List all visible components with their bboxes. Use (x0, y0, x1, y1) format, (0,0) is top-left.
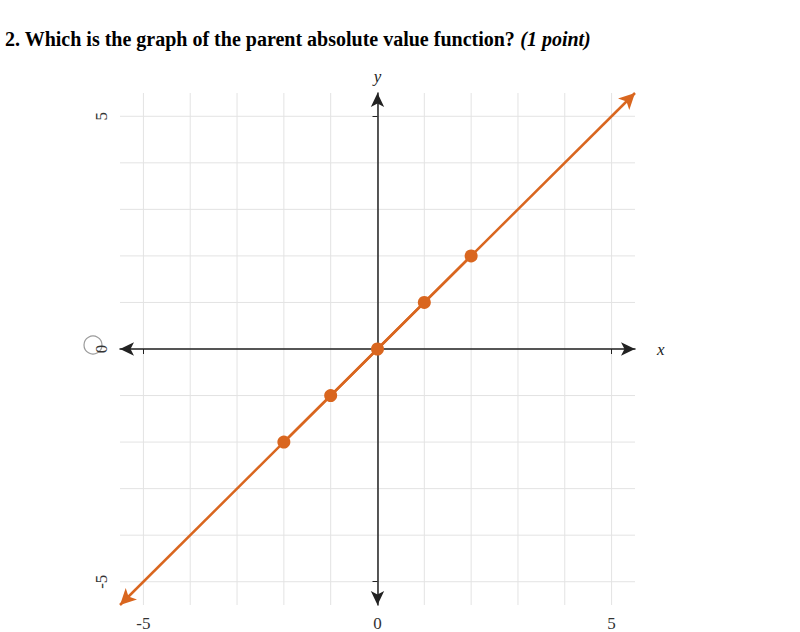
svg-text:-5: -5 (136, 614, 150, 632)
svg-text:0: 0 (373, 614, 382, 632)
svg-text:y: y (372, 67, 382, 86)
svg-text:(1 point): (1 point) (520, 28, 591, 51)
svg-text:-5: -5 (92, 575, 111, 589)
svg-text:5: 5 (92, 112, 111, 121)
svg-text:2. Which is the graph of the p: 2. Which is the graph of the parent abso… (5, 28, 515, 51)
svg-text:x: x (656, 340, 665, 359)
svg-text:5: 5 (607, 614, 616, 632)
svg-text:0: 0 (92, 345, 111, 354)
